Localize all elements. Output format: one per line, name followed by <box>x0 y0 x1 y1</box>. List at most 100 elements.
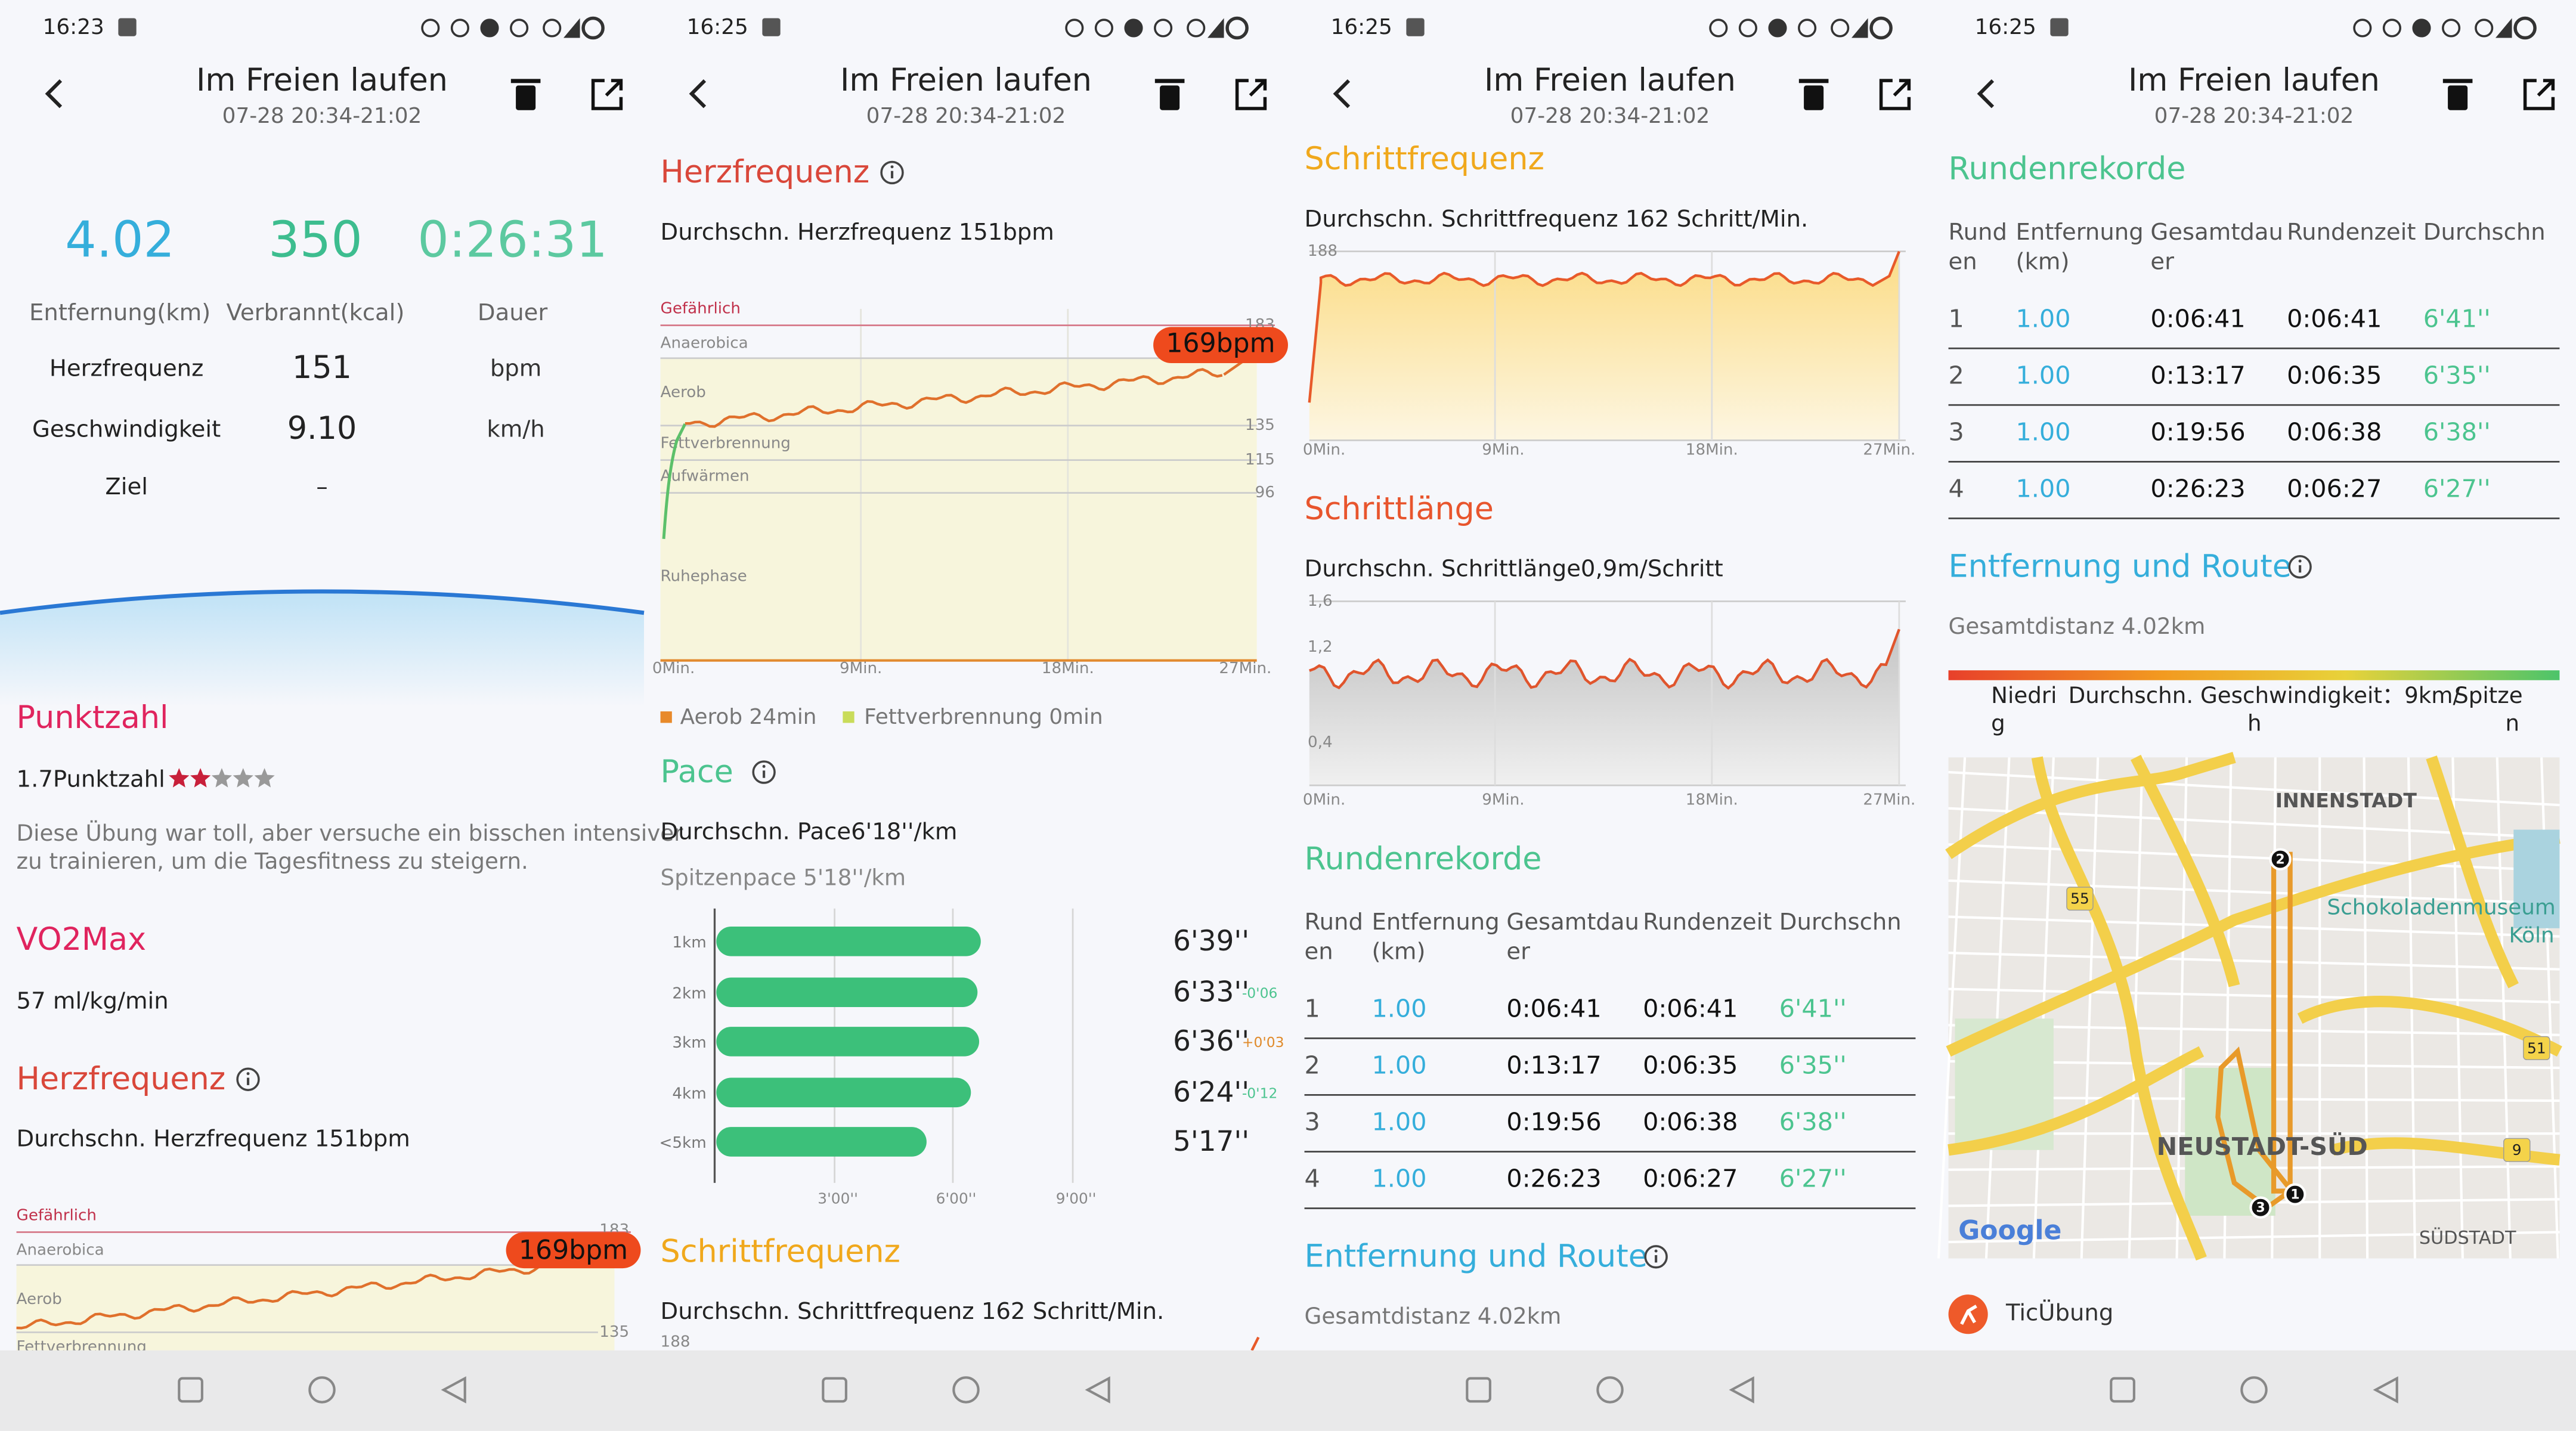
nav-back[interactable] <box>441 1376 466 1404</box>
table-cell: 0:26:23 <box>1506 1164 1601 1193</box>
section-title: Punktzahl <box>17 699 169 736</box>
share-button[interactable] <box>2523 79 2555 110</box>
major-road <box>2297 996 2562 1057</box>
legend-label: Fettverbrennung 0min <box>864 705 1103 729</box>
nav-back[interactable] <box>1729 1376 1754 1404</box>
major-road <box>1948 1046 2205 1156</box>
table-cell: 6'35'' <box>1779 1051 1847 1080</box>
delete-button[interactable] <box>2442 79 2473 110</box>
info-icon <box>2288 555 2312 579</box>
app-name: TicÜbung <box>2005 1299 2113 1327</box>
x-tick-label: 6'00'' <box>936 1190 977 1207</box>
info-icon <box>880 160 904 185</box>
x-tick-label: 9'00'' <box>1056 1190 1097 1207</box>
pace-delta: -0'12 <box>1242 1085 1278 1102</box>
street <box>2363 757 2369 1259</box>
table-cell: 6'35'' <box>2423 361 2491 389</box>
table-cell: 0:06:41 <box>2287 304 2382 333</box>
section-title: Herzfrequenz <box>661 154 870 190</box>
marker-label: 2 <box>2275 852 2284 867</box>
back-button[interactable] <box>45 79 63 109</box>
nav-home[interactable] <box>2240 1376 2268 1404</box>
table-cell: 4 <box>1305 1164 1320 1193</box>
pace-bar <box>716 927 981 956</box>
table-header: Entfernung <box>1372 909 1500 936</box>
table-cell: 6'41'' <box>2423 304 2491 333</box>
status-icon <box>1768 18 1787 38</box>
nav-back[interactable] <box>1085 1376 1110 1404</box>
page-title: Im Freien laufen <box>1484 62 1736 98</box>
route-marker <box>2249 1196 2272 1219</box>
delete-button[interactable] <box>510 79 541 110</box>
delete-button[interactable] <box>1154 79 1185 110</box>
pace-row-label: 3km <box>672 1034 706 1052</box>
x-tick-label: 27Min. <box>1219 659 1271 677</box>
status-icon <box>118 18 137 36</box>
average-text: Durchschn. Herzfrequenz 151bpm <box>661 219 1054 246</box>
route-marker <box>2284 1183 2306 1206</box>
page-subtitle: 07-28 20:34-21:02 <box>1510 104 1710 128</box>
nav-recents[interactable] <box>822 1377 847 1403</box>
delete-icon <box>2442 79 2473 83</box>
status-icon <box>2353 18 2372 38</box>
average-text: Durchschn. Herzfrequenz 151bpm <box>17 1126 410 1153</box>
table-header: Entfernung <box>2016 219 2144 246</box>
status-icon <box>421 18 440 38</box>
zone-label: Anaerobica <box>17 1241 104 1259</box>
status-icon <box>510 18 529 38</box>
delete-button[interactable] <box>1798 79 1829 110</box>
back-button[interactable] <box>1333 79 1351 109</box>
section-title: Pace <box>661 754 733 790</box>
nav-back[interactable] <box>2373 1376 2398 1404</box>
nav-home[interactable] <box>308 1376 336 1404</box>
nav-home[interactable] <box>1596 1376 1624 1404</box>
legend-swatch <box>843 711 854 723</box>
zone-fill <box>660 358 1257 661</box>
share-button[interactable] <box>1879 79 1911 110</box>
table-header: (km) <box>1372 938 1426 965</box>
share-button[interactable] <box>1235 79 1267 110</box>
status-icon <box>1869 16 1893 40</box>
table-cell: 0:19:56 <box>1506 1108 1601 1136</box>
status-time: 16:25 <box>1975 15 2036 39</box>
score-text: zu trainieren, um die Tagesfitness zu st… <box>17 848 528 874</box>
table-cell: 1.00 <box>2016 304 2071 333</box>
row-value: 151 <box>292 349 352 386</box>
tick-label: 115 <box>1245 451 1275 469</box>
status-time: 16:25 <box>1331 15 1392 39</box>
speed-gradient <box>1948 670 2560 680</box>
heart-rate-line <box>662 423 687 540</box>
speed-legend: g <box>1991 710 2005 736</box>
tick-label: 96 <box>1255 484 1275 501</box>
map-label: SÜDSTADT <box>2419 1226 2516 1249</box>
delete-icon <box>1798 79 1829 83</box>
status-icon <box>450 18 469 38</box>
info-icon <box>1644 1245 1668 1269</box>
zone-label: Fettverbrennung <box>17 1338 147 1356</box>
stride-area <box>1309 629 1899 786</box>
pace-value: 6'36'' <box>1173 1026 1249 1058</box>
tick-label: 135 <box>1245 416 1275 434</box>
vo2max-value: 57 ml/kg/min <box>17 987 169 1014</box>
table-cell: 0:06:38 <box>2287 418 2382 447</box>
back-button[interactable] <box>1977 79 1995 109</box>
pace-row-label: 2km <box>672 984 706 1002</box>
nav-recents[interactable] <box>1466 1377 1491 1403</box>
table-cell: 2 <box>1949 361 1964 389</box>
table-cell: 1.00 <box>1372 995 1427 1023</box>
heart-rate-line <box>685 368 1223 428</box>
x-tick-label: 27Min. <box>1863 441 1915 459</box>
nav-home[interactable] <box>952 1376 980 1404</box>
table-header: Gesamtdau <box>2150 219 2283 246</box>
wave-line <box>0 589 645 615</box>
delete-icon <box>1154 79 1185 83</box>
table-cell: 0:13:17 <box>2150 361 2245 389</box>
zone-label: Ruhephase <box>661 568 747 586</box>
stat-label: Dauer <box>478 299 547 326</box>
total-distance: Gesamtdistanz 4.02km <box>1949 613 2206 639</box>
share-button[interactable] <box>591 79 623 110</box>
back-button[interactable] <box>689 79 707 109</box>
info-icon <box>1654 1249 1658 1253</box>
nav-recents[interactable] <box>178 1377 203 1403</box>
nav-recents[interactable] <box>2110 1377 2135 1403</box>
